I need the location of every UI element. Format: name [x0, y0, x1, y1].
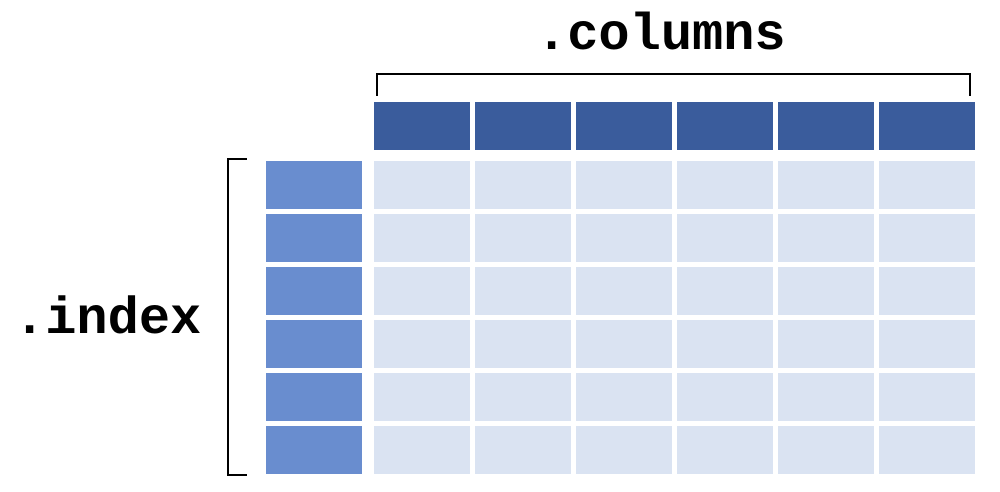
index-label: .index: [14, 290, 202, 349]
data-cell: [475, 214, 571, 262]
data-cell: [778, 267, 874, 315]
data-cell: [677, 161, 773, 209]
data-cell: [475, 267, 571, 315]
data-cell: [879, 426, 975, 474]
data-cell: [778, 373, 874, 421]
data-cell: [879, 161, 975, 209]
index-bracket: [227, 158, 247, 476]
data-cell: [778, 161, 874, 209]
data-cell: [576, 267, 672, 315]
data-cell: [677, 426, 773, 474]
data-cell: [677, 267, 773, 315]
data-cell: [879, 267, 975, 315]
index-cell: [266, 426, 362, 474]
index-cell: [266, 161, 362, 209]
column-header-cell: [475, 102, 571, 150]
data-cell: [475, 426, 571, 474]
data-cell: [475, 320, 571, 368]
index-cell: [266, 267, 362, 315]
data-cell: [374, 373, 470, 421]
data-cell: [677, 373, 773, 421]
column-header-cell: [778, 102, 874, 150]
columns-label: .columns: [536, 6, 786, 65]
columns-bracket: [376, 73, 971, 96]
data-cell: [374, 267, 470, 315]
data-cell: [475, 161, 571, 209]
column-header-cell: [576, 102, 672, 150]
data-cell: [576, 320, 672, 368]
data-cell: [778, 426, 874, 474]
data-cell: [879, 373, 975, 421]
data-cell: [576, 214, 672, 262]
data-cell: [374, 214, 470, 262]
data-cell: [374, 320, 470, 368]
data-cell: [576, 426, 672, 474]
data-cell: [576, 373, 672, 421]
data-cell: [374, 161, 470, 209]
data-cell: [576, 161, 672, 209]
data-cell: [374, 426, 470, 474]
index-cell: [266, 320, 362, 368]
data-cell: [778, 320, 874, 368]
index-cell: [266, 373, 362, 421]
data-cell: [475, 373, 571, 421]
column-header-cell: [677, 102, 773, 150]
index-cell: [266, 214, 362, 262]
column-header-cell: [879, 102, 975, 150]
data-cell: [778, 214, 874, 262]
column-header-cell: [374, 102, 470, 150]
data-cell: [879, 320, 975, 368]
data-cell: [677, 320, 773, 368]
data-cell: [879, 214, 975, 262]
data-cell: [677, 214, 773, 262]
